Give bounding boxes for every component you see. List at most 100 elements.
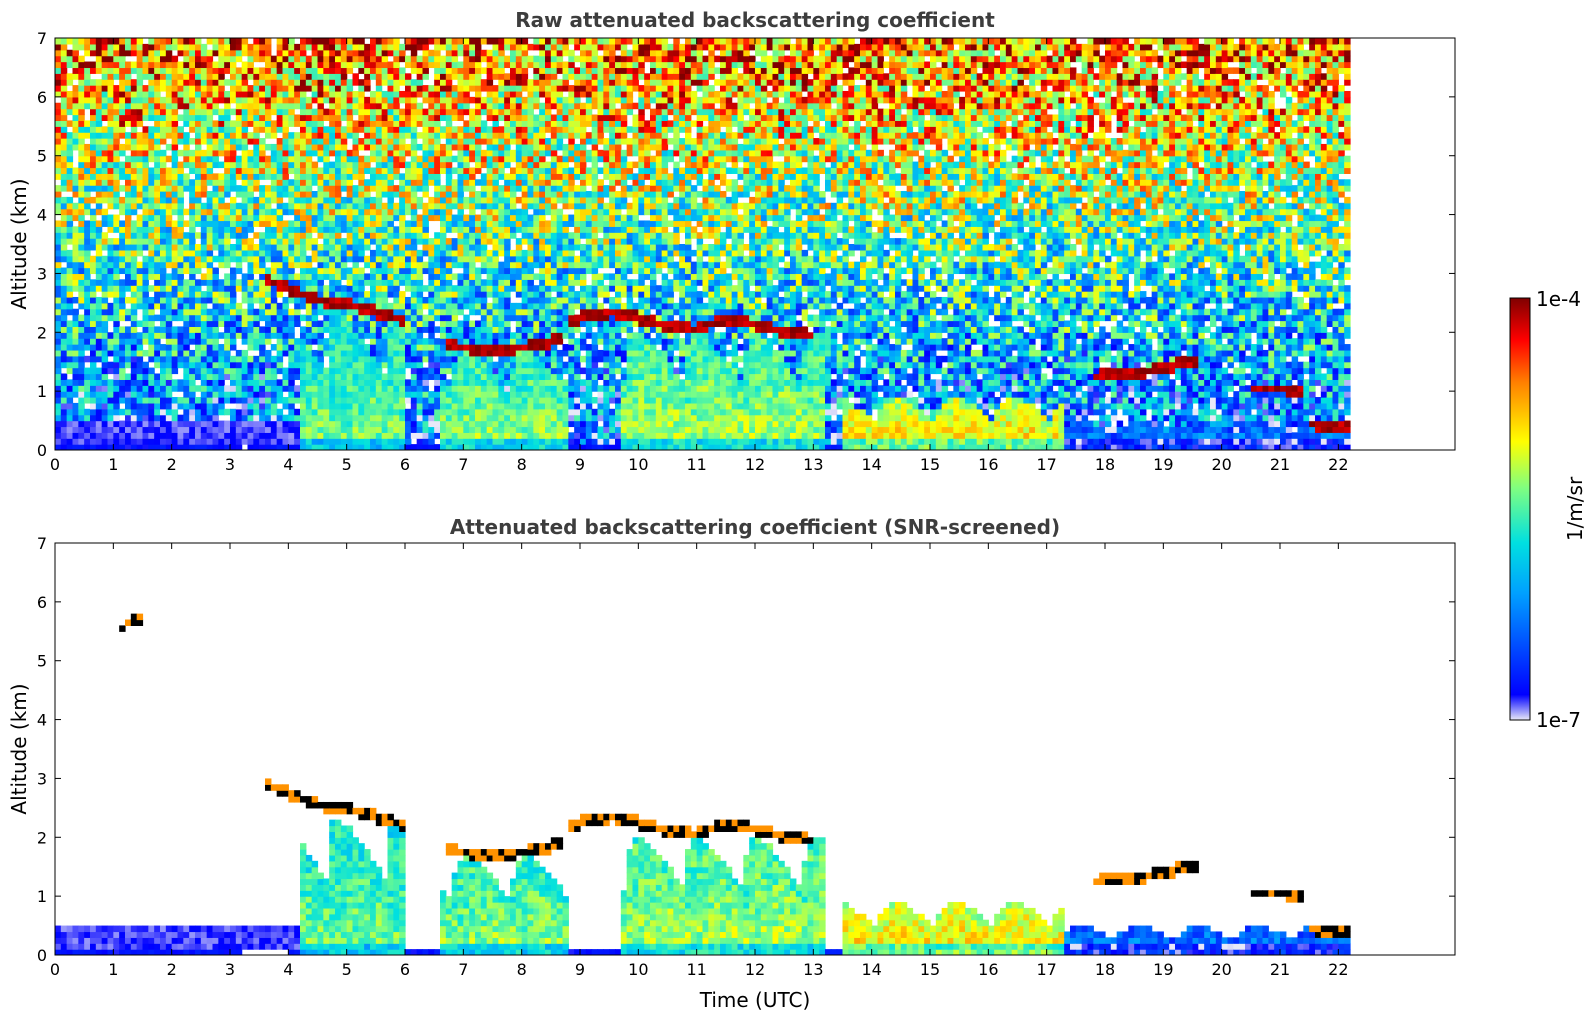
heatmap-cell xyxy=(212,279,219,286)
heatmap-cell xyxy=(457,432,464,439)
heatmap-cell xyxy=(107,414,114,422)
heatmap-cell xyxy=(224,185,231,192)
heatmap-cell xyxy=(125,38,132,45)
heatmap-cell xyxy=(381,179,389,186)
heatmap-cell xyxy=(457,202,464,210)
heatmap-cell xyxy=(387,49,394,57)
heatmap-cell xyxy=(200,238,208,245)
heatmap-cell xyxy=(142,432,149,439)
heatmap-cell xyxy=(498,161,505,169)
heatmap-cell xyxy=(200,261,208,269)
heatmap-cell xyxy=(171,402,179,410)
heatmap-cell xyxy=(405,261,412,269)
heatmap-cell xyxy=(90,61,97,69)
heatmap-cell xyxy=(288,279,295,286)
heatmap-cell xyxy=(72,132,79,139)
heatmap-cell xyxy=(405,238,412,245)
heatmap-cell xyxy=(113,249,120,257)
heatmap-cell xyxy=(171,414,179,422)
heatmap-cell xyxy=(428,238,435,245)
heatmap-cell xyxy=(212,220,219,227)
heatmap-cell xyxy=(317,96,324,104)
heatmap-cell xyxy=(218,132,225,139)
heatmap-cell xyxy=(375,355,383,363)
heatmap-cell xyxy=(259,49,266,57)
heatmap-cell xyxy=(60,202,68,210)
heatmap-cell xyxy=(66,338,74,345)
heatmap-cell xyxy=(317,155,324,163)
heatmap-cell xyxy=(305,173,313,180)
heatmap-cell xyxy=(165,202,173,210)
heatmap-cell xyxy=(323,261,330,269)
heatmap-cell xyxy=(142,85,149,92)
heatmap-cell xyxy=(346,320,354,327)
heatmap-cell xyxy=(451,61,459,69)
heatmap-cell xyxy=(375,161,383,169)
heatmap-cell xyxy=(259,385,266,392)
heatmap-cell xyxy=(107,255,114,263)
heatmap-cell xyxy=(230,420,237,428)
heatmap-cell xyxy=(323,408,330,416)
heatmap-cell xyxy=(259,408,266,416)
heatmap-cell xyxy=(195,79,202,86)
heatmap-cell xyxy=(241,391,249,398)
heatmap-cell xyxy=(445,155,453,163)
heatmap-cell xyxy=(434,232,441,239)
heatmap-cell xyxy=(90,38,97,45)
heatmap-cell xyxy=(486,361,494,369)
heatmap-cell xyxy=(416,179,424,186)
heatmap-cell xyxy=(195,49,202,57)
heatmap-cell xyxy=(329,444,336,450)
heatmap-cell xyxy=(253,120,260,127)
heatmap-cell xyxy=(370,167,377,174)
heatmap-cell xyxy=(206,202,214,210)
heatmap-cell xyxy=(160,249,167,257)
heatmap-cell xyxy=(72,38,79,45)
heatmap-cell xyxy=(235,226,243,233)
heatmap-cell xyxy=(101,138,109,145)
heatmap-cell xyxy=(364,296,371,304)
heatmap-cell xyxy=(72,143,79,151)
heatmap-cell xyxy=(457,167,464,174)
heatmap-cell xyxy=(160,296,167,304)
heatmap-cell xyxy=(165,55,173,63)
heatmap-cell xyxy=(90,438,97,445)
heatmap-cell xyxy=(440,90,447,98)
heatmap-cell xyxy=(183,291,190,298)
heatmap-cell xyxy=(282,55,289,63)
heatmap-cell xyxy=(410,38,418,45)
heatmap-cell xyxy=(323,143,330,151)
heatmap-cell xyxy=(317,85,324,92)
heatmap-cell xyxy=(416,379,424,386)
heatmap-cell xyxy=(387,102,394,110)
heatmap-cell xyxy=(463,179,470,186)
heatmap-cell xyxy=(282,332,289,339)
heatmap-cell xyxy=(212,385,219,392)
heatmap-cell xyxy=(381,279,389,286)
heatmap-cell xyxy=(72,338,79,345)
heatmap-cell xyxy=(247,185,254,192)
heatmap-cell xyxy=(60,102,68,110)
heatmap-cell xyxy=(265,279,272,286)
heatmap-cell xyxy=(119,208,126,216)
heatmap-cell xyxy=(177,191,184,198)
heatmap-cell xyxy=(469,296,476,304)
heatmap-cell xyxy=(60,132,68,139)
heatmap-cell xyxy=(177,273,184,280)
heatmap-cell xyxy=(95,326,103,333)
heatmap-cell xyxy=(387,255,394,263)
heatmap-cell xyxy=(434,308,441,316)
heatmap-cell xyxy=(218,85,225,92)
heatmap-cell xyxy=(148,143,155,151)
heatmap-cell xyxy=(241,108,249,116)
heatmap-cell xyxy=(259,355,266,363)
heatmap-cell xyxy=(230,179,237,186)
heatmap-cell xyxy=(130,438,138,445)
heatmap-cell xyxy=(230,126,237,133)
heatmap-cell xyxy=(230,167,237,174)
heatmap-cell xyxy=(422,132,429,139)
heatmap-cell xyxy=(335,314,342,322)
heatmap-cell xyxy=(130,391,138,398)
heatmap-cell xyxy=(498,326,505,333)
heatmap-cell xyxy=(84,191,91,198)
